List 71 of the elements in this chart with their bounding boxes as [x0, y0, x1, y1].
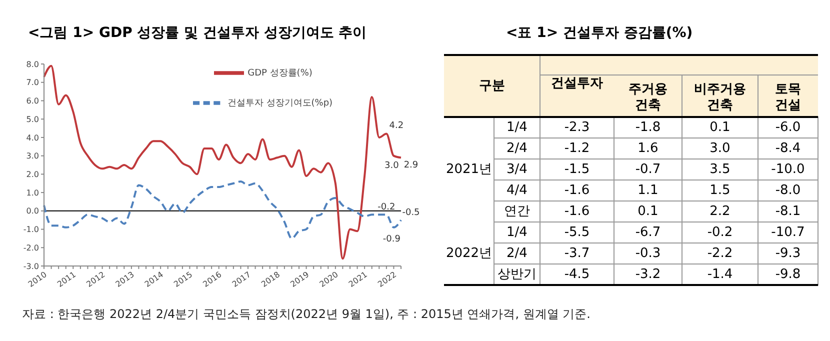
data-label: 1.6	[638, 141, 658, 156]
data-label: 3.0	[710, 141, 730, 156]
data-label: 4.2	[389, 120, 404, 131]
data-label: 2.9	[404, 160, 418, 171]
x-tick-label: 토목 건설	[775, 82, 801, 113]
y2-tick-label: 2021년	[446, 162, 492, 177]
y-tick-label: 1.0	[26, 188, 39, 198]
data-label: -1.2	[564, 141, 590, 156]
data-label: -9.3	[775, 246, 801, 261]
y-tick-label: 4/4	[506, 183, 528, 198]
y-tick-label: 3/4	[506, 162, 528, 177]
data-label: -3.7	[564, 246, 590, 261]
data-label: -8.0	[775, 183, 801, 198]
data-label: 0.1	[710, 120, 730, 135]
legend-label: 건설투자 성장기여도(%p)	[227, 98, 333, 108]
data-label: -1.6	[564, 204, 590, 219]
data-label: 2.2	[710, 204, 730, 219]
y-tick-label: -1.0	[23, 225, 39, 234]
y-tick-label: 0.0	[26, 206, 39, 216]
data-label: -6.7	[635, 225, 661, 240]
data-label: -0.9	[382, 234, 401, 244]
data-label: -6.0	[775, 120, 801, 135]
chart-title: <표 1> 건설투자 증감률(%)	[506, 24, 693, 42]
data-label: -2.2	[707, 246, 733, 261]
y-tick-label: 연간	[504, 204, 530, 219]
text: 자료 : 한국은행 2022년 2/4분기 국민소득 잠정치(2022년 9월 1일), 주 : 2015년 연쇄가격, 원계열 기준.	[22, 307, 590, 321]
y-tick-label: 7.0	[26, 78, 39, 88]
data-label: 3.0	[384, 160, 400, 171]
data-label: -10.0	[771, 162, 805, 177]
data-label: -1.5	[564, 162, 590, 177]
y-tick-label: 상반기	[498, 267, 536, 282]
data-label: -4.5	[564, 267, 590, 282]
x-tick-label: 건설투자	[551, 76, 603, 91]
y-tick-label: 2/4	[506, 246, 528, 261]
y-tick-label: 8.0	[26, 60, 39, 69]
data-label: 0.1	[638, 204, 658, 219]
data-label: -0.2	[378, 202, 396, 213]
data-label: -0.2	[707, 225, 733, 240]
y-tick-label: -3.0	[23, 262, 39, 271]
data-label: -9.8	[775, 267, 801, 282]
y-tick-label: 3.0	[26, 152, 39, 161]
data-label: -1.4	[707, 267, 733, 282]
y-tick-label: 1/4	[506, 225, 528, 240]
chart-title: <그림 1> GDP 성장률 및 건설투자 성장기여도 추이	[28, 24, 367, 42]
x-tick-label: 주거용 건축	[628, 82, 668, 113]
y-tick-label: 5.0	[26, 114, 39, 124]
y-tick-label: 2/4	[506, 141, 528, 156]
data-label: -0.5	[402, 208, 420, 218]
y-tick-label: 1/4	[506, 120, 528, 135]
data-label: 3.5	[710, 162, 730, 177]
y-tick-label: 6.0	[26, 96, 39, 106]
data-label: -0.3	[635, 246, 661, 261]
data-label: -0.7	[635, 162, 661, 177]
data-label: -2.3	[564, 120, 590, 135]
data-label: 1.1	[638, 183, 658, 198]
y-tick-label: 2.0	[26, 170, 39, 180]
data-label: -8.1	[775, 204, 801, 219]
legend-label: GDP 성장률(%)	[248, 68, 312, 78]
data-label: -1.6	[564, 183, 590, 198]
y-tick-label: -2.0	[23, 243, 39, 252]
line-series	[43, 64, 402, 260]
y-axis-title: 구분	[479, 78, 505, 94]
data-label: -5.5	[564, 225, 590, 240]
data-label: -10.7	[771, 225, 805, 240]
y-tick-label: 4.0	[26, 133, 39, 142]
data-label: -3.2	[635, 267, 661, 282]
x-tick-label: 비주거용 건축	[694, 82, 746, 113]
data-label: -1.8	[635, 120, 661, 135]
y2-tick-label: 2022년	[446, 246, 492, 261]
data-label: -8.4	[775, 141, 801, 156]
data-label: 1.5	[710, 183, 730, 198]
